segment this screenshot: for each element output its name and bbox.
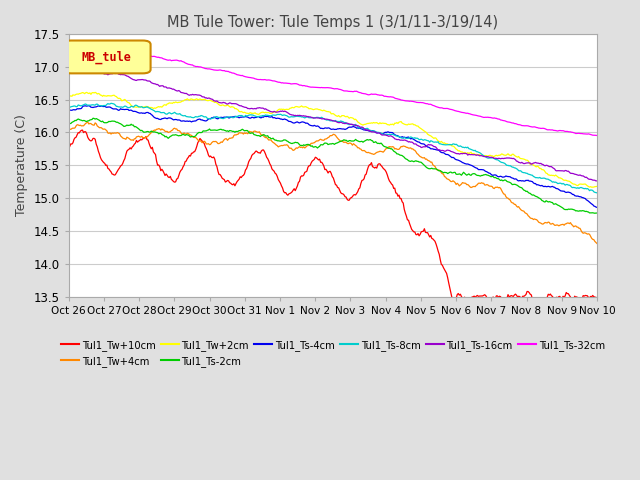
- Tul1_Tw+4cm: [65, 126, 72, 132]
- Tul1_Ts-4cm: [593, 204, 601, 210]
- Tul1_Tw+2cm: [593, 183, 601, 189]
- Tul1_Ts-32cm: [580, 131, 588, 137]
- Tul1_Ts-8cm: [593, 190, 601, 196]
- Tul1_Tw+4cm: [582, 230, 589, 236]
- Tul1_Ts-2cm: [499, 178, 507, 184]
- Tul1_Ts-32cm: [319, 85, 326, 91]
- Tul1_Ts-8cm: [380, 132, 388, 137]
- Tul1_Ts-16cm: [582, 175, 589, 180]
- Tul1_Ts-4cm: [320, 126, 328, 132]
- Tul1_Tw+4cm: [499, 190, 507, 195]
- Tul1_Ts-2cm: [593, 210, 601, 216]
- Text: MB_tule: MB_tule: [82, 50, 132, 64]
- Tul1_Ts-2cm: [380, 144, 388, 149]
- Tul1_Ts-16cm: [66, 64, 74, 70]
- Tul1_Ts-32cm: [380, 93, 387, 98]
- Tul1_Ts-4cm: [65, 108, 72, 114]
- Tul1_Ts-2cm: [352, 136, 360, 142]
- Tul1_Tw+2cm: [320, 107, 328, 113]
- Line: Tul1_Ts-2cm: Tul1_Ts-2cm: [68, 118, 597, 213]
- Tul1_Ts-16cm: [317, 116, 324, 121]
- Tul1_Ts-16cm: [352, 122, 360, 128]
- Tul1_Tw+2cm: [317, 107, 324, 113]
- Y-axis label: Temperature (C): Temperature (C): [15, 114, 28, 216]
- Tul1_Tw+10cm: [500, 297, 508, 303]
- Tul1_Ts-4cm: [380, 130, 388, 136]
- Line: Tul1_Ts-4cm: Tul1_Ts-4cm: [68, 106, 597, 207]
- Tul1_Ts-2cm: [582, 209, 589, 215]
- Tul1_Ts-2cm: [591, 210, 598, 216]
- Tul1_Ts-8cm: [65, 104, 72, 109]
- Tul1_Ts-4cm: [582, 196, 589, 202]
- Tul1_Ts-8cm: [499, 160, 507, 166]
- Tul1_Tw+2cm: [582, 181, 589, 187]
- Tul1_Ts-2cm: [65, 120, 72, 126]
- Tul1_Tw+10cm: [380, 167, 388, 172]
- Tul1_Ts-16cm: [320, 116, 328, 121]
- Tul1_Tw+2cm: [65, 94, 72, 99]
- Tul1_Ts-4cm: [317, 126, 324, 132]
- Tul1_Ts-32cm: [316, 85, 323, 91]
- Tul1_Tw+4cm: [320, 137, 328, 143]
- Tul1_Tw+2cm: [380, 120, 388, 126]
- Tul1_Ts-2cm: [89, 115, 97, 121]
- Tul1_Ts-16cm: [592, 178, 600, 184]
- Tul1_Tw+10cm: [593, 295, 601, 300]
- Line: Tul1_Ts-8cm: Tul1_Ts-8cm: [68, 103, 597, 193]
- Tul1_Tw+2cm: [588, 184, 595, 190]
- Tul1_Tw+10cm: [499, 300, 507, 305]
- Tul1_Tw+10cm: [352, 192, 360, 198]
- Tul1_Tw+10cm: [65, 145, 72, 151]
- Tul1_Tw+2cm: [499, 151, 507, 157]
- Tul1_Ts-32cm: [65, 40, 72, 46]
- Tul1_Ts-8cm: [108, 100, 115, 106]
- Tul1_Ts-16cm: [499, 156, 507, 161]
- Tul1_Ts-2cm: [320, 141, 328, 147]
- Tul1_Ts-16cm: [593, 178, 601, 184]
- FancyBboxPatch shape: [63, 40, 150, 73]
- Tul1_Ts-8cm: [317, 115, 324, 120]
- Tul1_Ts-16cm: [65, 64, 72, 70]
- Tul1_Tw+4cm: [317, 136, 324, 142]
- Tul1_Ts-32cm: [351, 88, 358, 94]
- Tul1_Ts-32cm: [593, 132, 601, 138]
- Tul1_Tw+10cm: [317, 159, 324, 165]
- Tul1_Tw+2cm: [92, 89, 99, 95]
- Tul1_Ts-4cm: [85, 103, 93, 108]
- Tul1_Tw+4cm: [380, 148, 388, 154]
- Tul1_Tw+4cm: [352, 143, 360, 148]
- Tul1_Ts-8cm: [582, 186, 589, 192]
- Tul1_Ts-8cm: [352, 121, 360, 127]
- Title: MB Tule Tower: Tule Temps 1 (3/1/11-3/19/14): MB Tule Tower: Tule Temps 1 (3/1/11-3/19…: [167, 15, 499, 30]
- Line: Tul1_Ts-16cm: Tul1_Ts-16cm: [68, 67, 597, 181]
- Tul1_Tw+10cm: [320, 163, 328, 169]
- Line: Tul1_Tw+2cm: Tul1_Tw+2cm: [68, 92, 597, 187]
- Tul1_Ts-2cm: [317, 142, 324, 148]
- Tul1_Tw+10cm: [582, 293, 590, 299]
- Line: Tul1_Tw+4cm: Tul1_Tw+4cm: [68, 122, 597, 243]
- Tul1_Ts-4cm: [499, 174, 507, 180]
- Tul1_Tw+2cm: [352, 116, 360, 122]
- Tul1_Ts-8cm: [320, 116, 328, 122]
- Tul1_Ts-4cm: [352, 124, 360, 130]
- Line: Tul1_Ts-32cm: Tul1_Ts-32cm: [68, 43, 597, 135]
- Line: Tul1_Tw+10cm: Tul1_Tw+10cm: [68, 130, 597, 302]
- Tul1_Tw+4cm: [84, 119, 92, 125]
- Legend: Tul1_Tw+10cm, Tul1_Tw+4cm, Tul1_Tw+2cm, Tul1_Ts-2cm, Tul1_Ts-4cm, Tul1_Ts-8cm, T: Tul1_Tw+10cm, Tul1_Tw+4cm, Tul1_Tw+2cm, …: [57, 336, 609, 371]
- Tul1_Tw+10cm: [79, 127, 86, 133]
- Tul1_Ts-32cm: [498, 117, 506, 123]
- Tul1_Ts-16cm: [380, 132, 388, 138]
- Tul1_Tw+4cm: [593, 240, 601, 246]
